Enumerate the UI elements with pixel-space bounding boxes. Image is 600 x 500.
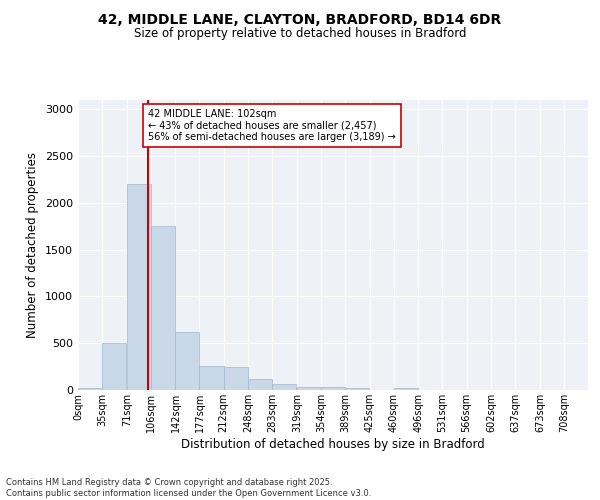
- Bar: [394, 388, 418, 390]
- Bar: [248, 379, 272, 390]
- Bar: [297, 386, 321, 390]
- X-axis label: Distribution of detached houses by size in Bradford: Distribution of detached houses by size …: [181, 438, 485, 450]
- Bar: [224, 366, 248, 390]
- Bar: [151, 226, 175, 390]
- Bar: [199, 366, 224, 390]
- Text: 42 MIDDLE LANE: 102sqm
← 43% of detached houses are smaller (2,457)
56% of semi-: 42 MIDDLE LANE: 102sqm ← 43% of detached…: [148, 108, 396, 142]
- Y-axis label: Number of detached properties: Number of detached properties: [26, 152, 40, 338]
- Bar: [102, 343, 126, 390]
- Bar: [345, 388, 369, 390]
- Bar: [127, 184, 151, 390]
- Text: Contains HM Land Registry data © Crown copyright and database right 2025.
Contai: Contains HM Land Registry data © Crown c…: [6, 478, 371, 498]
- Bar: [78, 388, 102, 390]
- Bar: [321, 386, 345, 390]
- Text: 42, MIDDLE LANE, CLAYTON, BRADFORD, BD14 6DR: 42, MIDDLE LANE, CLAYTON, BRADFORD, BD14…: [98, 12, 502, 26]
- Text: Size of property relative to detached houses in Bradford: Size of property relative to detached ho…: [134, 28, 466, 40]
- Bar: [175, 332, 199, 390]
- Bar: [272, 384, 296, 390]
